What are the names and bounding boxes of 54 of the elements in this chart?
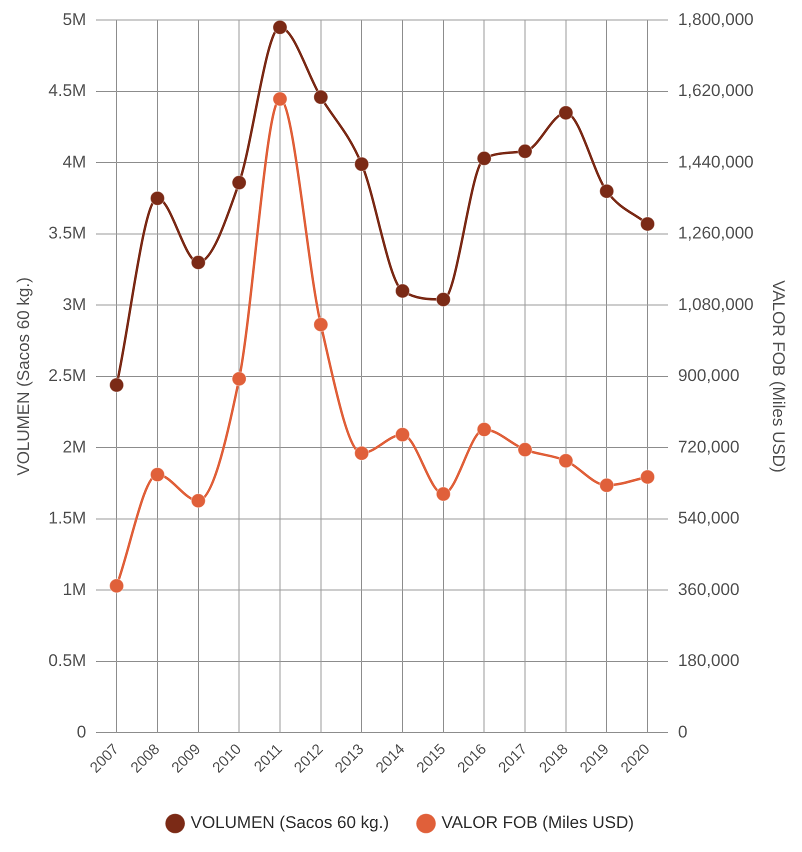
- point: [476, 422, 492, 437]
- point: [436, 486, 451, 502]
- y-tick-label: 0: [76, 722, 86, 742]
- y2-tick-label: 0: [678, 722, 688, 742]
- point: [272, 91, 288, 106]
- point: [558, 453, 574, 468]
- y2-tick-label: 720,000: [678, 437, 740, 456]
- point: [150, 190, 165, 206]
- y-tick-label: 2.5M: [48, 366, 86, 386]
- y2-tick-label: 900,000: [678, 366, 740, 386]
- point: [190, 254, 206, 270]
- y-tick-label: 4.5M: [48, 81, 86, 100]
- point: [150, 467, 165, 482]
- y-tick-label: 1M: [62, 580, 86, 599]
- y-axis-title: VOLUMEN (Sacos 60 kg.): [14, 277, 33, 476]
- point: [190, 493, 206, 508]
- point: [395, 427, 410, 442]
- y2-tick-label: 1,260,000: [678, 224, 754, 243]
- y-tick-label: 2M: [62, 437, 86, 456]
- y2-tick-label: 1,800,000: [678, 10, 754, 29]
- point: [558, 105, 574, 120]
- legend-label: VALOR FOB (Miles USD): [442, 813, 634, 832]
- y-tick-label: 4M: [62, 152, 86, 172]
- point: [518, 144, 533, 159]
- point: [395, 283, 410, 298]
- point: [640, 216, 656, 232]
- point: [476, 150, 492, 166]
- legend-label: VOLUMEN (Sacos 60 kg.): [190, 813, 390, 832]
- y2-tick-label: 180,000: [678, 651, 740, 670]
- point: [109, 578, 124, 594]
- y-tick-label: 3.5M: [48, 224, 86, 243]
- point: [313, 90, 328, 105]
- y-tick-label: 3M: [62, 294, 86, 314]
- y-tick-label: 0.5M: [48, 651, 86, 670]
- point: [354, 446, 370, 461]
- point: [436, 292, 451, 307]
- y-tick-label: 5M: [62, 10, 86, 29]
- y2-tick-label: 1,440,000: [678, 152, 754, 172]
- point: [232, 371, 247, 386]
- y2-axis-title: VALOR FOB (Miles USD): [769, 280, 788, 473]
- point: [354, 156, 370, 172]
- point: [232, 175, 247, 190]
- y2-tick-label: 1,080,000: [678, 294, 754, 314]
- y-tick-label: 1.5M: [48, 508, 86, 528]
- point: [599, 184, 614, 199]
- y2-tick-label: 1,620,000: [678, 81, 754, 100]
- y2-tick-label: 360,000: [678, 580, 740, 599]
- y2-tick-label: 540,000: [678, 508, 740, 528]
- point: [272, 20, 288, 35]
- point: [599, 478, 614, 493]
- point: [640, 469, 656, 484]
- point: [518, 442, 533, 458]
- point: [313, 317, 328, 332]
- point: [109, 377, 124, 392]
